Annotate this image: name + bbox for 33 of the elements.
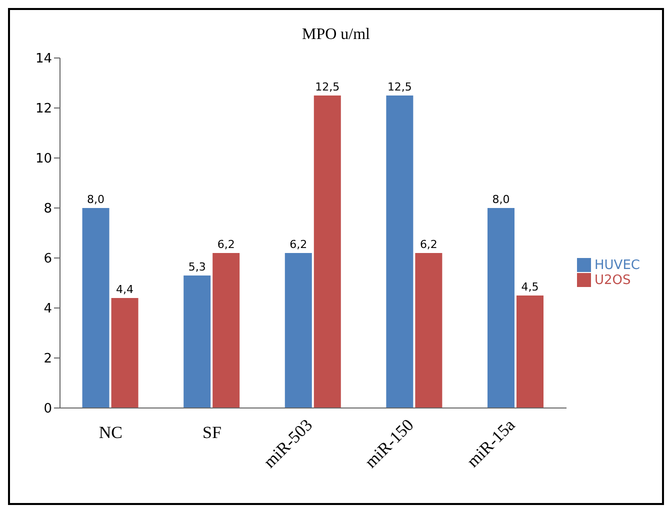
data-label: 8,0 (87, 193, 105, 206)
data-label: 4,5 (521, 280, 539, 294)
y-tick-label: 6 (44, 252, 52, 267)
bar (111, 298, 138, 408)
data-label: 12,5 (387, 80, 412, 94)
bar (516, 296, 544, 408)
data-label: 6,2 (420, 238, 438, 251)
bar (82, 208, 110, 408)
data-label: 6,2 (290, 238, 308, 251)
y-tick-label: 8 (44, 202, 52, 217)
legend-label: HUVEC (594, 258, 640, 273)
x-tick-label: NC (98, 423, 122, 442)
y-tick-label: 4 (44, 302, 52, 317)
bar (415, 253, 442, 408)
x-tick-label: SF (202, 423, 222, 442)
data-label: 5,3 (188, 260, 206, 274)
bar (488, 208, 514, 408)
data-label: 6,2 (217, 238, 235, 251)
data-label: 8,0 (492, 193, 510, 206)
y-tick-label: 0 (44, 402, 52, 417)
y-tick-label: 14 (35, 52, 52, 67)
bar (212, 253, 240, 408)
bar (284, 253, 312, 408)
bar (386, 96, 414, 408)
y-tick-label: 10 (35, 152, 52, 167)
bar (314, 96, 341, 408)
data-label: 12,5 (315, 80, 340, 94)
data-label: 4,4 (116, 283, 134, 296)
y-tick-label: 12 (35, 102, 52, 117)
legend-label: U2OS (594, 273, 631, 288)
y-tick-label: 2 (44, 352, 52, 367)
chart-title: MPO u/ml (300, 25, 371, 45)
bar (184, 276, 211, 408)
